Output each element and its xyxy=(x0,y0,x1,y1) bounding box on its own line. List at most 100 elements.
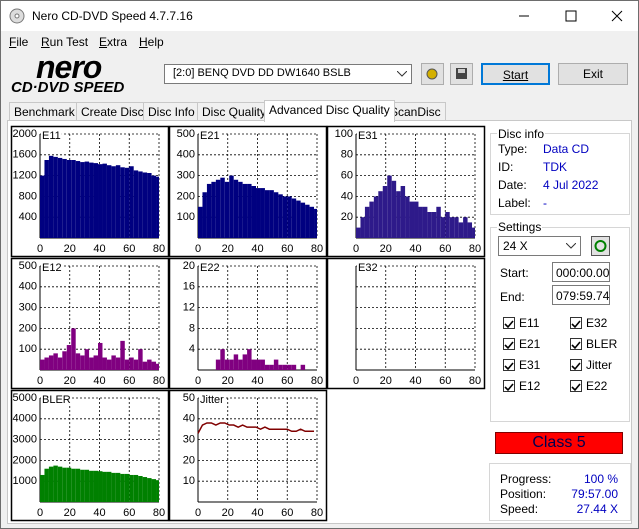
bar xyxy=(238,181,243,238)
bar xyxy=(98,342,103,370)
x-tick-label: 20 xyxy=(380,375,392,387)
bar xyxy=(251,186,257,238)
x-tick-label: 20 xyxy=(64,243,76,255)
refresh-button[interactable] xyxy=(591,236,610,256)
y-tick-label: 100 xyxy=(177,211,195,223)
bar xyxy=(80,162,85,238)
bar xyxy=(287,364,292,370)
y-tick-label: 20 xyxy=(341,211,353,223)
checkbox[interactable] xyxy=(570,359,582,371)
menu-item[interactable]: Run Test xyxy=(41,35,89,49)
checkbox[interactable] xyxy=(503,359,515,371)
y-tick-label: 2000 xyxy=(13,128,37,140)
class-indicator: Class 5 xyxy=(495,432,623,454)
checkbox[interactable] xyxy=(570,317,582,329)
exit-button[interactable]: Exit xyxy=(558,63,628,85)
bar xyxy=(440,217,446,238)
check-mark xyxy=(504,383,514,392)
bar xyxy=(111,472,116,502)
tab[interactable]: Disc Info xyxy=(143,102,200,121)
bar xyxy=(273,192,279,238)
x-tick-label: 0 xyxy=(195,375,201,387)
bar xyxy=(224,181,230,238)
bar xyxy=(40,359,45,370)
y-tick-label: 800 xyxy=(19,190,37,202)
menu-item[interactable]: Help xyxy=(139,35,164,49)
progress-group xyxy=(489,463,631,521)
bar xyxy=(71,160,76,238)
bar xyxy=(115,165,121,238)
window-controls[interactable] xyxy=(501,1,638,31)
bar xyxy=(89,357,94,370)
info-label: Date: xyxy=(498,178,527,192)
checkbox[interactable] xyxy=(570,380,582,392)
bar xyxy=(467,222,473,238)
drive-select[interactable]: [2:0] BENQ DVD DD DW1640 BSLB xyxy=(164,64,412,84)
bar xyxy=(66,345,72,370)
tab[interactable]: ScanDisc xyxy=(385,102,446,121)
bar xyxy=(300,202,306,238)
progress-label: Speed: xyxy=(500,502,539,516)
bar xyxy=(142,361,148,370)
bar xyxy=(449,217,455,238)
start-button[interactable]: Start xyxy=(481,63,550,85)
tab[interactable]: Create Disc xyxy=(76,102,149,121)
y-tick-label: 4000 xyxy=(13,413,37,425)
bar xyxy=(391,180,397,238)
x-tick-label: 80 xyxy=(469,375,481,387)
bar xyxy=(400,186,406,238)
x-tick-label: 60 xyxy=(281,243,293,255)
x-tick-label: 60 xyxy=(281,375,293,387)
x-tick-label: 0 xyxy=(37,375,43,387)
checkbox[interactable] xyxy=(503,338,515,350)
bar xyxy=(80,469,85,502)
x-tick-label: 40 xyxy=(409,243,421,255)
bar xyxy=(233,354,239,370)
bar xyxy=(309,206,315,238)
bar xyxy=(282,196,288,238)
x-tick-label: 40 xyxy=(251,375,263,387)
x-tick-label: 0 xyxy=(353,375,359,387)
y-tick-label: 100 xyxy=(335,128,353,140)
bar xyxy=(71,468,76,502)
y-tick-label: 12 xyxy=(183,302,195,314)
x-tick-label: 40 xyxy=(409,375,421,387)
y-tick-label: 300 xyxy=(19,302,37,314)
bar xyxy=(151,479,157,502)
bar xyxy=(260,188,265,238)
bar xyxy=(57,157,63,238)
y-tick-label: 5000 xyxy=(13,392,37,404)
bar xyxy=(84,161,90,238)
y-tick-label: 8 xyxy=(189,322,195,334)
menu-item[interactable]: File xyxy=(9,35,29,49)
checkbox[interactable] xyxy=(503,317,515,329)
x-tick-label: 20 xyxy=(222,243,234,255)
chart-title: E12 xyxy=(42,262,62,274)
bar xyxy=(106,471,112,502)
checkbox[interactable] xyxy=(570,338,582,350)
bar xyxy=(260,359,265,370)
bar xyxy=(273,359,279,370)
bar xyxy=(287,196,292,238)
toolbar-icons[interactable] xyxy=(421,63,481,85)
bar xyxy=(89,162,94,238)
chart-title: E22 xyxy=(200,262,220,274)
bar xyxy=(75,353,81,370)
end-input[interactable]: 079:59.74 xyxy=(552,285,610,305)
bar xyxy=(215,359,221,370)
start-input[interactable]: 000:00.00 xyxy=(552,262,610,282)
bar xyxy=(256,188,261,238)
bar xyxy=(405,196,410,238)
menu-item[interactable]: Extra xyxy=(99,35,128,49)
tab[interactable]: Disc Quality xyxy=(197,102,272,121)
tab-active[interactable]: Advanced Disc Quality xyxy=(264,100,395,122)
check-mark xyxy=(571,383,581,392)
x-tick-label: 80 xyxy=(311,507,323,519)
speed-select[interactable]: 24 X xyxy=(498,236,581,256)
bar xyxy=(53,465,58,502)
bar xyxy=(129,474,134,502)
bar xyxy=(102,471,107,502)
checkbox[interactable] xyxy=(503,380,515,392)
y-tick-label: 1600 xyxy=(13,149,37,161)
tab[interactable]: Benchmark xyxy=(9,102,80,121)
